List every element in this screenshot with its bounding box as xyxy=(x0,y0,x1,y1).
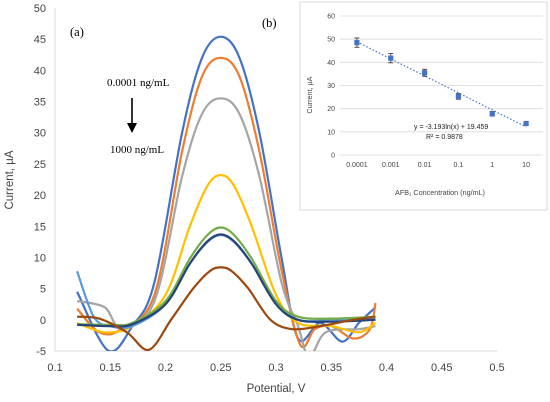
data-point-0 xyxy=(354,37,360,48)
main-y-tick-0: -5 xyxy=(36,346,46,358)
annotation-bottom: 1000 ng/mL xyxy=(110,144,164,156)
inset-y-tick-0: 0 xyxy=(331,153,335,160)
panel-label-b: (b) xyxy=(262,16,277,30)
main-y-axis-title: Current, µA xyxy=(4,150,16,209)
main-x-tick-2: 0.2 xyxy=(158,362,173,374)
main-x-tick-3: 0.25 xyxy=(210,362,231,374)
main-x-tick-0: 0.1 xyxy=(47,362,62,374)
main-x-axis-title: Potential, V xyxy=(247,383,306,395)
series-line-6 xyxy=(77,233,376,328)
inset-x-tick-1: 0.001 xyxy=(382,162,400,169)
main-x-tick-4: 0.3 xyxy=(268,362,283,374)
main-x-tick-8: 0.5 xyxy=(489,362,504,374)
main-y-tick-4: 15 xyxy=(34,221,46,233)
inset-x-tick-0: 0.0001 xyxy=(346,162,368,169)
main-y-tick-10: 45 xyxy=(34,34,46,46)
inset-y-tick-2: 20 xyxy=(327,106,335,113)
data-point-3 xyxy=(455,93,462,100)
main-y-tick-11: 50 xyxy=(34,3,46,15)
trendline xyxy=(356,41,527,128)
panel-label-a: (a) xyxy=(70,25,84,39)
series-line-7 xyxy=(77,266,376,351)
inset-x-axis-title: AFB₁ Concentration (ng/mL) xyxy=(395,188,485,197)
inset-equation: y = -3.193ln(x) + 19.459 xyxy=(414,124,488,131)
main-y-tick-7: 30 xyxy=(34,128,46,140)
series-line-5 xyxy=(77,226,376,327)
inset-y-axis-title: Current, µA xyxy=(305,76,314,113)
annotation-top: 0.0001 ng/mL xyxy=(107,77,170,89)
main-y-tick-8: 35 xyxy=(34,97,46,109)
inset-x-tick-labels: 0.0001 0.001 0.01 0.1 1 10 xyxy=(346,162,530,169)
inset-r-squared: R² = 0.9878 xyxy=(426,134,463,141)
down-arrow-icon xyxy=(127,98,137,133)
inset-x-tick-3: 0.1 xyxy=(454,162,464,169)
main-y-tick-9: 40 xyxy=(34,65,46,77)
inset-y-tick-labels: 0 10 20 30 40 50 60 xyxy=(327,14,335,160)
inset-x-tick-2: 0.01 xyxy=(418,162,432,169)
main-x-tick-5: 0.35 xyxy=(321,362,342,374)
main-x-tick-7: 0.45 xyxy=(431,362,452,374)
data-point-1 xyxy=(388,53,394,64)
inset-y-tick-5: 50 xyxy=(327,37,335,44)
main-x-tick-6: 0.4 xyxy=(379,362,394,374)
data-point-5 xyxy=(523,120,529,127)
inset-x-tick-5: 10 xyxy=(522,162,530,169)
main-series-lines xyxy=(76,35,377,351)
inset-x-tick-4: 1 xyxy=(490,162,494,169)
main-x-tick-1: 0.15 xyxy=(100,362,121,374)
main-y-tick-3: 10 xyxy=(34,252,46,264)
inset-y-tick-3: 30 xyxy=(327,83,335,90)
inset-trendline xyxy=(356,41,527,128)
main-y-tick-6: 25 xyxy=(34,159,46,171)
main-y-tick-labels: -5 0 5 10 15 20 25 30 35 40 45 50 xyxy=(34,3,46,358)
series-line-4 xyxy=(76,233,376,330)
inset-y-tick-6: 60 xyxy=(327,14,335,21)
inset-y-tick-1: 10 xyxy=(327,129,335,136)
inset-data-points xyxy=(354,37,529,127)
main-y-tick-2: 5 xyxy=(40,284,46,296)
data-point-4 xyxy=(489,110,495,117)
inset-background xyxy=(299,1,548,211)
data-point-2 xyxy=(421,68,428,77)
main-y-tick-5: 20 xyxy=(34,190,46,202)
main-x-tick-labels: 0.1 0.15 0.2 0.25 0.3 0.35 0.4 0.45 0.5 xyxy=(47,362,504,374)
inset-y-tick-4: 40 xyxy=(327,60,335,67)
main-y-tick-1: 0 xyxy=(40,315,46,327)
inset-grid xyxy=(340,15,543,156)
